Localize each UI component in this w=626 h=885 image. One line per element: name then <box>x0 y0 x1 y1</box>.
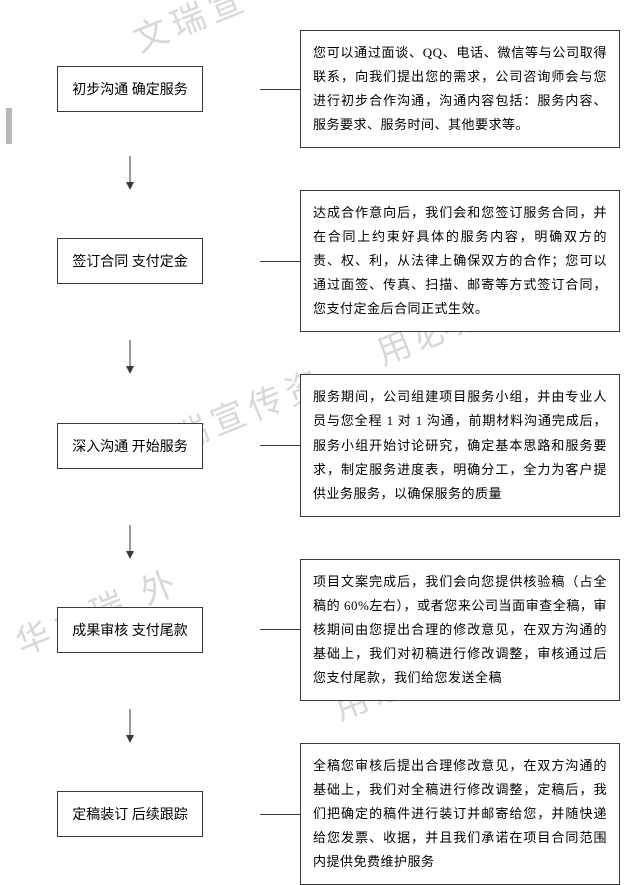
v-arrow <box>0 709 260 743</box>
flow-row: 签订合同 支付定金 达成合作意向后，我们会和您签订服务合同，并在合同上约束好具体… <box>0 190 626 332</box>
desc-box-2: 达成合作意向后，我们会和您签订服务合同，并在合同上约束好具体的服务内容，明确双方… <box>300 190 620 332</box>
v-arrow <box>0 525 260 559</box>
h-connector <box>260 629 300 630</box>
flow-row: 初步沟通 确定服务 您可以通过面谈、QQ、电话、微信等与公司取得联系，向我们提出… <box>0 30 626 148</box>
flowchart-container: 文瑞宣 文瑞宣传资 用必须复制 华之瑞 外 用必 用必先 初步沟通 确定服务 您… <box>0 0 626 715</box>
desc-box-3: 服务期间，公司组建项目服务小组，并由专业人员与您全程 1 对 1 沟通，前期材料… <box>300 374 620 516</box>
flow-row: 成果审核 支付尾款 项目文案完成后，我们会向您提供核验稿（占全稿的 60%左右）… <box>0 559 626 701</box>
step-box-4: 成果审核 支付尾款 <box>57 607 203 653</box>
h-connector <box>260 445 300 446</box>
step-box-2: 签订合同 支付定金 <box>57 238 203 284</box>
step-box-3: 深入沟通 开始服务 <box>57 423 203 469</box>
desc-box-5: 全稿您审核后提出合理修改意见，在双方沟通的基础上，我们对全稿进行修改调整，定稿后… <box>300 743 620 885</box>
desc-box-1: 您可以通过面谈、QQ、电话、微信等与公司取得联系，向我们提出您的需求，公司咨询师… <box>300 30 620 148</box>
flow-row: 深入沟通 开始服务 服务期间，公司组建项目服务小组，并由专业人员与您全程 1 对… <box>0 374 626 516</box>
flow-row: 定稿装订 后续跟踪 全稿您审核后提出合理修改意见，在双方沟通的基础上，我们对全稿… <box>0 743 626 885</box>
desc-box-4: 项目文案完成后，我们会向您提供核验稿（占全稿的 60%左右），或者您来公司当面审… <box>300 559 620 701</box>
step-box-1: 初步沟通 确定服务 <box>57 66 203 112</box>
h-connector <box>260 814 300 815</box>
h-connector <box>260 89 300 90</box>
v-arrow <box>0 156 260 190</box>
v-arrow <box>0 340 260 374</box>
h-connector <box>260 261 300 262</box>
step-box-5: 定稿装订 后续跟踪 <box>57 791 203 837</box>
